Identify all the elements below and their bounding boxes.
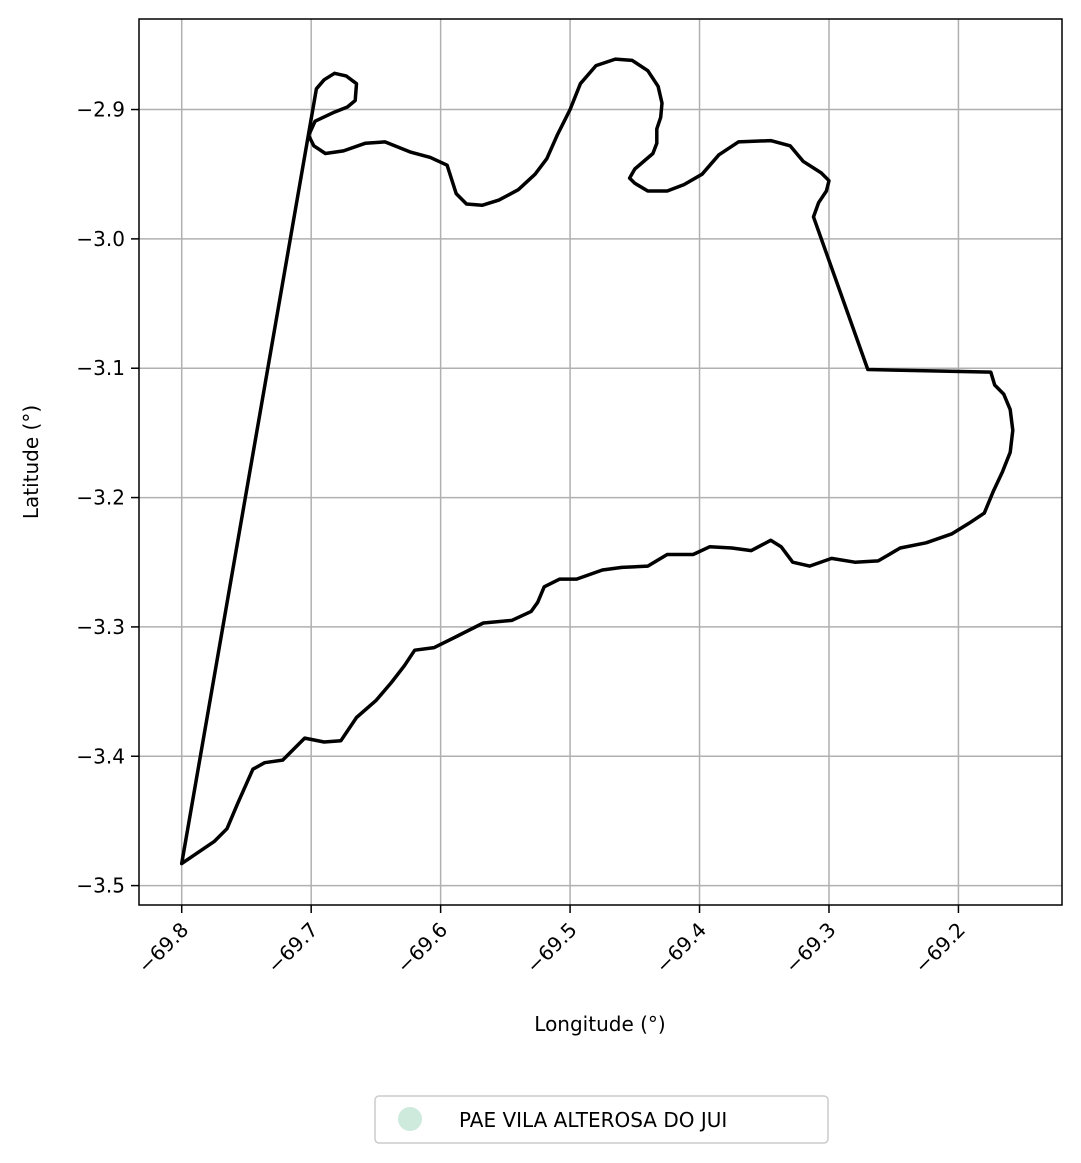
y-axis-title: Latitude (°) [19, 405, 43, 519]
boundary-layer [179, 57, 1015, 866]
y-tick-label: −3.0 [76, 227, 125, 251]
x-axis-title: Longitude (°) [534, 1012, 665, 1036]
y-tick-label: −3.1 [76, 356, 125, 380]
y-tick-label: −3.4 [76, 744, 125, 768]
grid-lines [139, 19, 1062, 905]
axes-frame [138, 18, 1063, 906]
legend-frame [374, 1095, 829, 1144]
y-tick-label: −2.9 [76, 98, 125, 122]
legend-marker-pae-vila-alterosa [398, 1107, 422, 1131]
legend-label: PAE VILA ALTEROSA DO JUI [459, 1108, 727, 1132]
y-tick-label: −3.5 [76, 874, 125, 898]
y-tick-label: −3.2 [76, 486, 125, 510]
y-tick-labels: −2.9 −3.0 −3.1 −3.2 −3.3 −3.4 −3.5 [76, 98, 125, 898]
y-tick-label: −3.3 [76, 615, 125, 639]
boundary-polygon-pae-vila-alterosa [179, 57, 1015, 866]
legend: PAE VILA ALTEROSA DO JUI [374, 1095, 829, 1144]
tick-marks [131, 108, 960, 913]
